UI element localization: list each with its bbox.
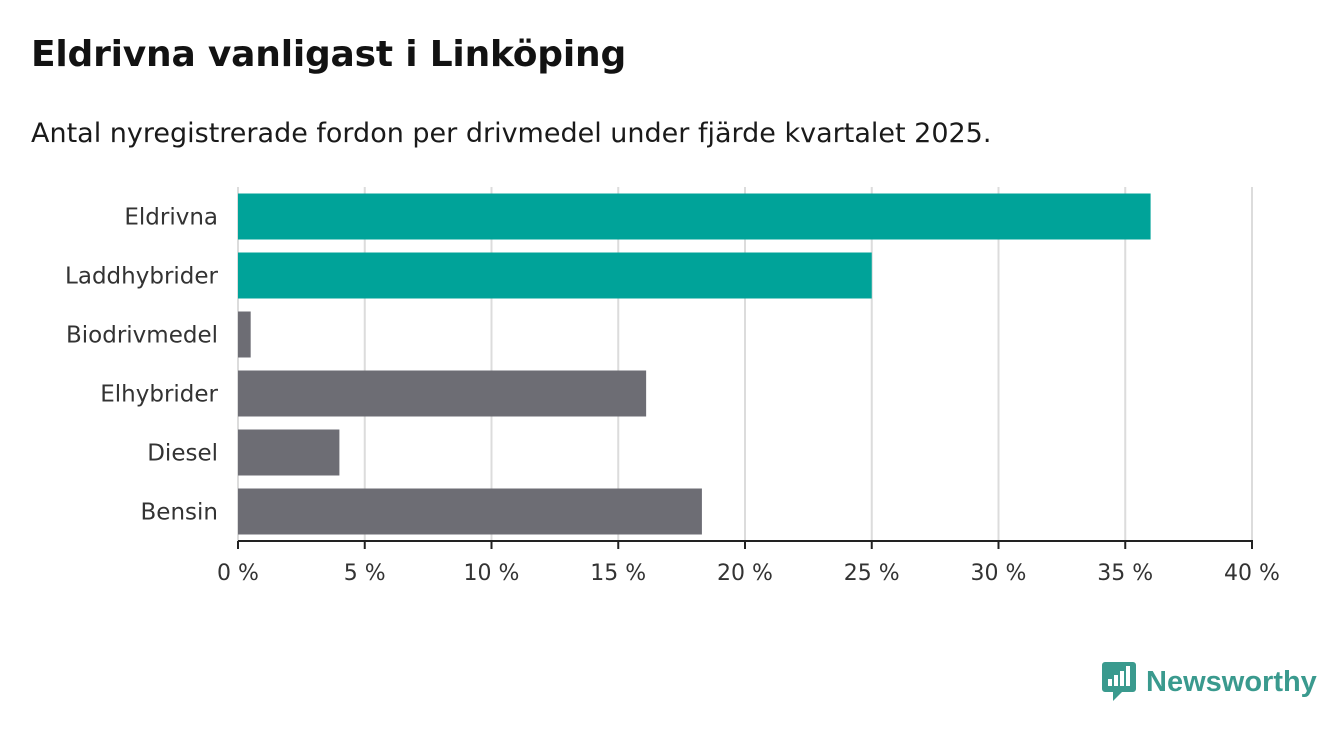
bar-eldrivna xyxy=(238,193,1151,240)
category-label-eldrivna: Eldrivna xyxy=(124,205,218,231)
newsworthy-logo: Newsworthy xyxy=(1102,662,1317,702)
category-label-elhybrider: Elhybrider xyxy=(100,382,218,408)
x-tick-label-25: 25 % xyxy=(844,561,900,586)
category-labels: Eldrivna Laddhybrider Biodrivmedel Elhybrid… xyxy=(65,205,218,526)
x-tick-label-15: 15 % xyxy=(590,561,646,586)
bars xyxy=(238,193,1151,535)
bar-bensin xyxy=(238,488,702,535)
newsworthy-logo-text: Newsworthy xyxy=(1146,665,1317,698)
x-tick-label-10: 10 % xyxy=(464,561,520,586)
bar-diesel xyxy=(238,429,340,476)
x-tick-label-35: 35 % xyxy=(1097,561,1153,586)
x-tick-label-40: 40 % xyxy=(1224,561,1280,586)
bar-elhybrider xyxy=(238,370,647,417)
x-tick-label-0: 0 % xyxy=(217,561,259,586)
x-tick-label-20: 20 % xyxy=(717,561,773,586)
x-axis: 0 % 5 % 10 % 15 % 20 % 25 % 30 % 35 % 40 % xyxy=(217,540,1280,586)
chart-subtitle: Antal nyregistrerade fordon per drivmede… xyxy=(31,118,992,149)
bar-laddhybrider xyxy=(238,252,872,299)
x-tick-label-5: 5 % xyxy=(344,561,386,586)
x-tick-label-30: 30 % xyxy=(971,561,1027,586)
grid-lines xyxy=(237,187,1253,541)
category-label-laddhybrider: Laddhybrider xyxy=(65,264,218,290)
newsworthy-logo-icon xyxy=(1102,662,1136,701)
bar-biodrivmedel xyxy=(238,311,251,358)
category-label-diesel: Diesel xyxy=(147,441,218,467)
chart-title: Eldrivna vanligast i Linköping xyxy=(31,34,627,75)
category-label-bensin: Bensin xyxy=(141,500,218,526)
category-label-biodrivmedel: Biodrivmedel xyxy=(66,323,218,349)
